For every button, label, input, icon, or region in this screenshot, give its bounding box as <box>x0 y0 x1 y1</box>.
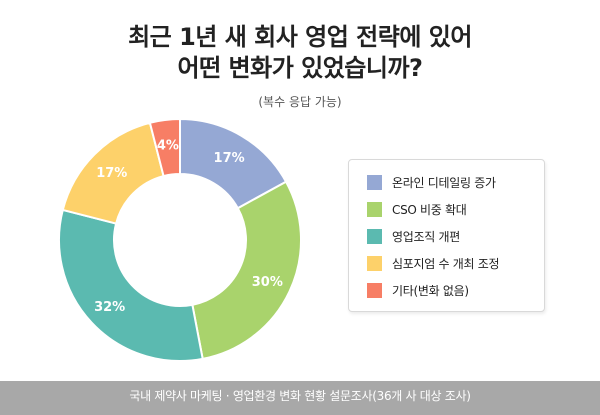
slice-label-2: 30% <box>252 275 283 290</box>
legend-swatch <box>367 201 382 217</box>
source-footer: 국내 제약사 마케팅 · 영업환경 변화 현황 설문조사(36개 사 대상 조사… <box>0 381 600 415</box>
legend-label: 온라인 디테일링 증가 <box>392 175 496 190</box>
chart-legend: 온라인 디테일링 증가 CSO 비중 확대 영업조직 개편 심포지엄 수 개최 … <box>348 159 545 312</box>
donut-slice-5 <box>148 117 181 178</box>
legend-item-cso-expansion: CSO 비중 확대 <box>367 201 544 217</box>
donut-slice-2 <box>191 180 302 361</box>
donut-slice-3 <box>58 208 204 362</box>
legend-label: 기타(변화 없음) <box>392 283 469 298</box>
legend-label: CSO 비중 확대 <box>392 202 467 217</box>
legend-swatch <box>367 282 382 298</box>
chart-subtitle: (복수 응답 가능) <box>258 95 342 109</box>
legend-label: 영업조직 개편 <box>392 229 460 244</box>
slice-label-3: 32% <box>94 300 125 315</box>
chart-title-line-1: 최근 1년 새 회사 영업 전략에 있어 <box>128 23 472 51</box>
chart-title: 최근 1년 새 회사 영업 전략에 있어 어떤 변화가 있었습니까? <box>0 22 600 84</box>
legend-swatch <box>367 228 382 244</box>
chart-title-line-2: 어떤 변화가 있었습니까? <box>177 54 423 82</box>
slice-label-5: 4% <box>157 138 179 153</box>
legend-swatch <box>367 255 382 271</box>
donut-chart: 17% 30% 32% 17% 4% <box>58 117 302 362</box>
slice-label-4: 17% <box>96 166 127 181</box>
legend-label: 심포지엄 수 개최 조정 <box>392 256 500 271</box>
legend-item-online-detailing: 온라인 디테일링 증가 <box>367 174 544 190</box>
legend-swatch <box>367 174 382 190</box>
legend-item-symposium: 심포지엄 수 개최 조정 <box>367 255 544 271</box>
legend-item-other: 기타(변화 없음) <box>367 282 544 298</box>
legend-item-sales-reorg: 영업조직 개편 <box>367 228 544 244</box>
slice-label-1: 17% <box>214 151 245 166</box>
